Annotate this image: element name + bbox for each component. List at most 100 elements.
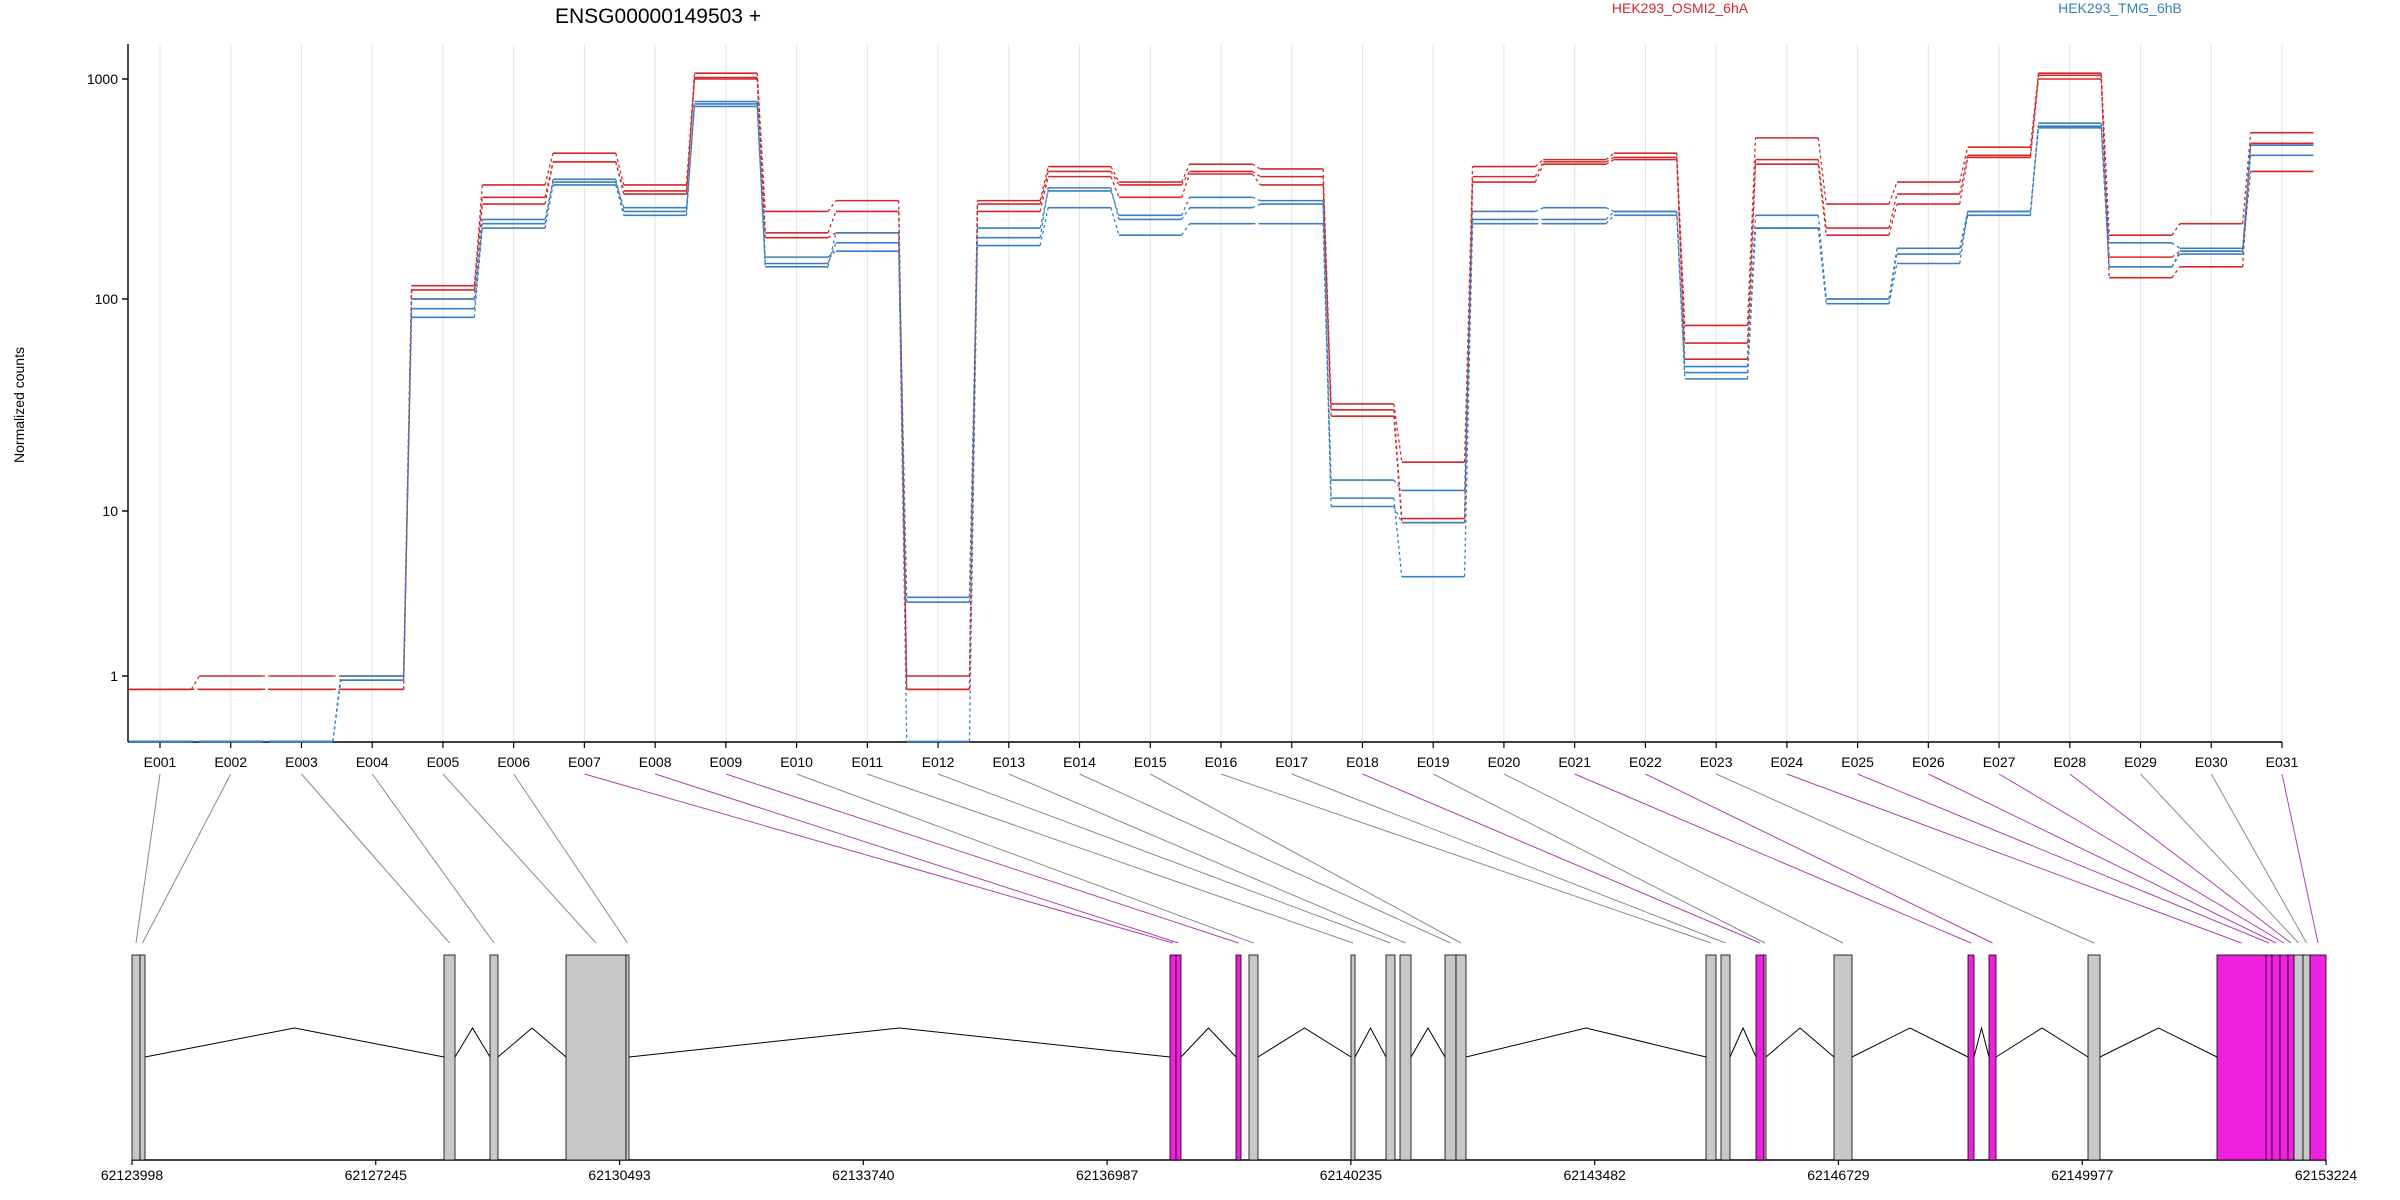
connector-E029 — [2140, 773, 2299, 944]
connector-E021 — [1574, 773, 1972, 944]
intron-3 — [628, 1027, 1171, 1058]
exon-box-E027 — [2279, 954, 2289, 1161]
series-connector — [1959, 211, 1969, 249]
intron-5 — [1257, 1027, 1352, 1058]
series-connector — [402, 308, 413, 681]
exon-box-E014 — [1444, 954, 1457, 1161]
intron-14 — [2099, 1027, 2218, 1058]
x-tick-label: E014 — [1063, 754, 1096, 770]
series-connector — [2029, 127, 2040, 212]
series-connector — [473, 223, 483, 309]
genomic-tick-label: 62133740 — [832, 1167, 895, 1183]
intron-11 — [1851, 1027, 1969, 1058]
series-connector — [1888, 263, 1898, 304]
series-connector — [2241, 145, 2252, 249]
series-connector — [1110, 176, 1120, 198]
connector-E031 — [2281, 773, 2319, 944]
connector-E003 — [301, 773, 450, 944]
series-connector — [1110, 166, 1120, 183]
series-connector — [1181, 223, 1191, 236]
x-tick-label: E008 — [639, 754, 672, 770]
intron-2 — [497, 1027, 567, 1058]
x-tick-label: E026 — [1912, 754, 1945, 770]
vertical-gridlines — [159, 44, 2283, 742]
x-tick-label: E002 — [214, 754, 247, 770]
series-connector — [473, 204, 483, 300]
series-connector — [544, 184, 554, 229]
connector-E019 — [1432, 773, 1766, 944]
series-connector — [1039, 187, 1049, 238]
x-tick-label: E011 — [851, 754, 883, 770]
exon-box-E019 — [1763, 954, 1767, 1161]
series-connector — [1676, 211, 1686, 379]
series-connector — [827, 232, 837, 239]
series-connector — [332, 680, 342, 742]
connector-E027 — [1998, 773, 2285, 944]
series-connector — [615, 181, 625, 208]
series-connector — [827, 211, 837, 234]
x-tick-label: E007 — [568, 754, 601, 770]
series-connector — [1746, 228, 1757, 373]
genomic-tick-label: 62140235 — [1320, 1167, 1383, 1183]
exon-box-E010 — [1248, 954, 1259, 1161]
series-connector — [1252, 196, 1261, 202]
connector-E017 — [1291, 773, 1726, 944]
series-connector — [1393, 403, 1403, 463]
x-tick-label: E022 — [1629, 754, 1662, 770]
exon-box-E015 — [1455, 954, 1467, 1161]
x-tick-label: E031 — [2266, 754, 2299, 770]
x-tick-label: E023 — [1700, 754, 1733, 770]
series-connector — [968, 237, 979, 742]
x-tick-label: E006 — [497, 754, 530, 770]
exon-box-E031 — [2309, 954, 2327, 1161]
series-connector — [2029, 73, 2040, 148]
series-connector — [1393, 409, 1403, 519]
legend-item-tmg: HEK293_TMG_6hB — [2058, 0, 2182, 16]
connector-E007 — [584, 773, 1174, 944]
series-connector — [1181, 173, 1191, 198]
intron-7 — [1410, 1027, 1446, 1058]
exon-box-E029 — [2293, 954, 2304, 1161]
connector-E006 — [513, 773, 628, 944]
x-tick-label: E020 — [1488, 754, 1521, 770]
intron-12 — [1973, 1026, 1990, 1058]
series-connector — [1959, 215, 1969, 255]
series-connector — [685, 77, 696, 195]
x-tick-label: E009 — [710, 754, 743, 770]
exon-box-E028 — [2287, 954, 2295, 1161]
connector-E010 — [796, 773, 1254, 944]
series-connector — [1959, 211, 1969, 264]
x-tick-label: E021 — [1558, 754, 1591, 770]
series-connector — [827, 242, 837, 264]
y-tick-label: 1 — [110, 668, 118, 684]
series-connector — [1322, 204, 1332, 507]
exon-box-E023 — [2087, 954, 2101, 1161]
intron-9 — [1729, 1026, 1757, 1058]
connector-E023 — [1715, 773, 2095, 944]
x-tick-label: E001 — [144, 754, 177, 770]
x-tick-label: E029 — [2124, 754, 2157, 770]
series-5 — [128, 103, 2314, 743]
series-connector — [2100, 127, 2110, 267]
series-connector — [1252, 170, 1261, 178]
exon-box-E007 — [1169, 954, 1177, 1161]
series-connector — [1039, 207, 1049, 246]
series-connector — [1605, 156, 1615, 163]
exon-box-E020 — [1833, 954, 1853, 1161]
connector-E025 — [1857, 773, 2270, 944]
exon-box-E003 — [443, 954, 456, 1161]
exon-box-E008 — [1175, 954, 1182, 1161]
series-connector — [685, 73, 696, 185]
connector-E024 — [1786, 773, 2242, 944]
series-connector — [1605, 159, 1615, 165]
series-connector — [2241, 155, 2252, 255]
series-connector — [1605, 210, 1615, 220]
series-connector — [1252, 203, 1261, 209]
x-tick-label: E015 — [1134, 754, 1167, 770]
series-connector — [827, 200, 837, 212]
exon-box-E005 — [565, 954, 627, 1161]
intron-8 — [1465, 1027, 1707, 1058]
connector-E015 — [1150, 773, 1462, 944]
genomic-tick-label: 62130493 — [588, 1167, 651, 1183]
